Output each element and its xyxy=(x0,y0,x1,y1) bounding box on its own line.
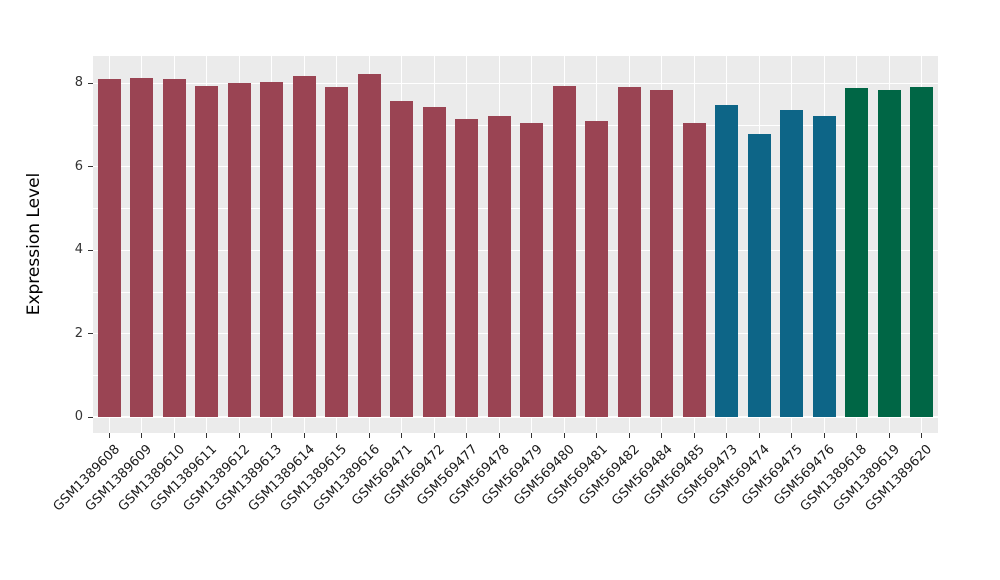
y-tick xyxy=(88,82,93,84)
bar xyxy=(455,118,479,417)
y-tick-label: 6 xyxy=(74,158,83,174)
y-tick xyxy=(88,416,93,418)
bar xyxy=(390,101,414,417)
x-tick xyxy=(563,433,565,438)
x-tick xyxy=(888,433,890,438)
gridline-minor xyxy=(93,374,938,376)
x-tick xyxy=(303,433,305,438)
plot-panel xyxy=(93,56,938,433)
x-tick xyxy=(368,433,370,438)
x-tick xyxy=(498,433,500,438)
y-tick-label: 4 xyxy=(74,242,83,258)
x-tick xyxy=(726,433,728,438)
x-tick xyxy=(108,433,110,438)
bar xyxy=(357,74,381,417)
bar xyxy=(487,115,511,417)
bar xyxy=(422,106,446,417)
bar xyxy=(162,78,186,417)
gridline-minor xyxy=(93,291,938,293)
bar xyxy=(130,77,154,417)
x-tick xyxy=(173,433,175,438)
y-tick xyxy=(88,166,93,168)
bar xyxy=(227,82,251,417)
bar xyxy=(260,81,284,417)
x-tick xyxy=(141,433,143,438)
bar xyxy=(195,86,219,417)
gridline-major xyxy=(93,249,938,251)
bar xyxy=(292,75,316,417)
gridline-major xyxy=(93,332,938,335)
bar xyxy=(650,89,674,417)
x-tick xyxy=(758,433,760,438)
x-tick xyxy=(693,433,695,438)
bar xyxy=(845,88,869,417)
x-tick xyxy=(401,433,403,438)
gridline-minor xyxy=(93,124,938,126)
x-tick xyxy=(466,433,468,438)
gridline-major xyxy=(93,166,938,168)
x-tick xyxy=(628,433,630,438)
x-tick xyxy=(206,433,208,438)
bar xyxy=(520,123,544,417)
x-tick xyxy=(661,433,663,438)
gridline-major xyxy=(93,82,938,85)
bar xyxy=(617,87,641,417)
x-tick xyxy=(238,433,240,438)
gridline-minor xyxy=(93,208,938,209)
y-tick-label: 2 xyxy=(74,325,83,341)
x-tick xyxy=(271,433,273,438)
y-tick-label: 8 xyxy=(74,75,83,91)
x-tick xyxy=(433,433,435,438)
x-tick xyxy=(856,433,858,438)
bar xyxy=(910,87,934,417)
bar xyxy=(780,110,804,417)
gridline-major xyxy=(93,416,938,418)
x-tick xyxy=(336,433,338,438)
x-tick xyxy=(596,433,598,438)
bar xyxy=(97,79,121,417)
bar xyxy=(552,85,576,417)
y-tick xyxy=(88,333,93,335)
bar xyxy=(585,121,609,417)
bar xyxy=(747,133,771,417)
bar xyxy=(682,123,706,417)
bar xyxy=(812,115,836,417)
x-tick xyxy=(531,433,533,438)
y-tick xyxy=(88,249,93,251)
y-tick-label: 0 xyxy=(74,409,83,424)
x-tick xyxy=(791,433,793,438)
x-tick xyxy=(823,433,825,438)
bar xyxy=(325,87,349,417)
bar xyxy=(877,90,901,417)
x-tick xyxy=(921,433,923,438)
bar xyxy=(715,105,739,417)
